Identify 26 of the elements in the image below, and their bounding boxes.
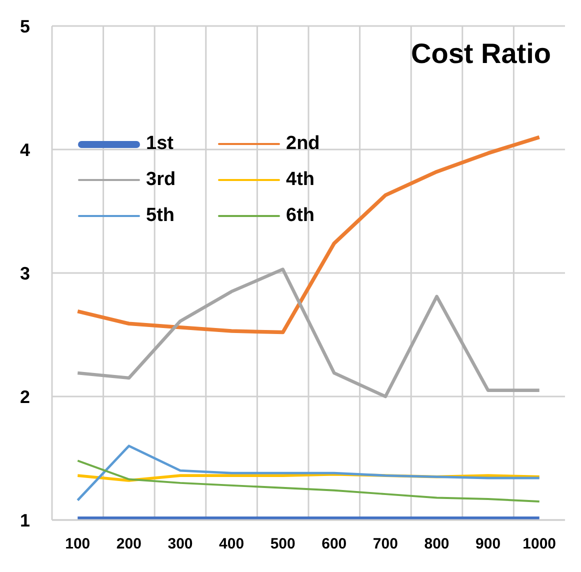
- x-tick-label: 200: [116, 536, 142, 553]
- x-tick-label: 600: [322, 536, 347, 553]
- y-tick-label: 4: [20, 140, 30, 160]
- y-tick-label: 1: [20, 510, 30, 530]
- legend-label: 2nd: [286, 133, 320, 155]
- x-tick-label: 300: [168, 536, 193, 553]
- y-tick-label: 2: [20, 386, 30, 407]
- chart-title: Cost Ratio: [411, 38, 551, 70]
- x-tick-label: 1000: [522, 536, 556, 553]
- x-tick-label: 900: [476, 536, 501, 553]
- x-tick-label: 700: [372, 536, 398, 553]
- line-series: [76, 268, 541, 398]
- x-tick-label: 500: [270, 536, 296, 553]
- legend-label: 5th: [146, 205, 174, 227]
- line-series: [76, 460, 540, 502]
- y-tick-label: 5: [20, 16, 30, 36]
- legend-label: 6th: [286, 205, 314, 227]
- x-tick-label: 400: [219, 536, 244, 553]
- line-series: [76, 444, 541, 502]
- legend-label: 3rd: [146, 169, 176, 191]
- x-tick-label: 800: [424, 536, 450, 553]
- line-series: [76, 135, 542, 334]
- x-tick-label: 100: [65, 536, 90, 553]
- legend-label: 1st: [146, 133, 174, 155]
- legend-label: 4th: [286, 169, 314, 191]
- y-tick-label: 3: [20, 263, 30, 284]
